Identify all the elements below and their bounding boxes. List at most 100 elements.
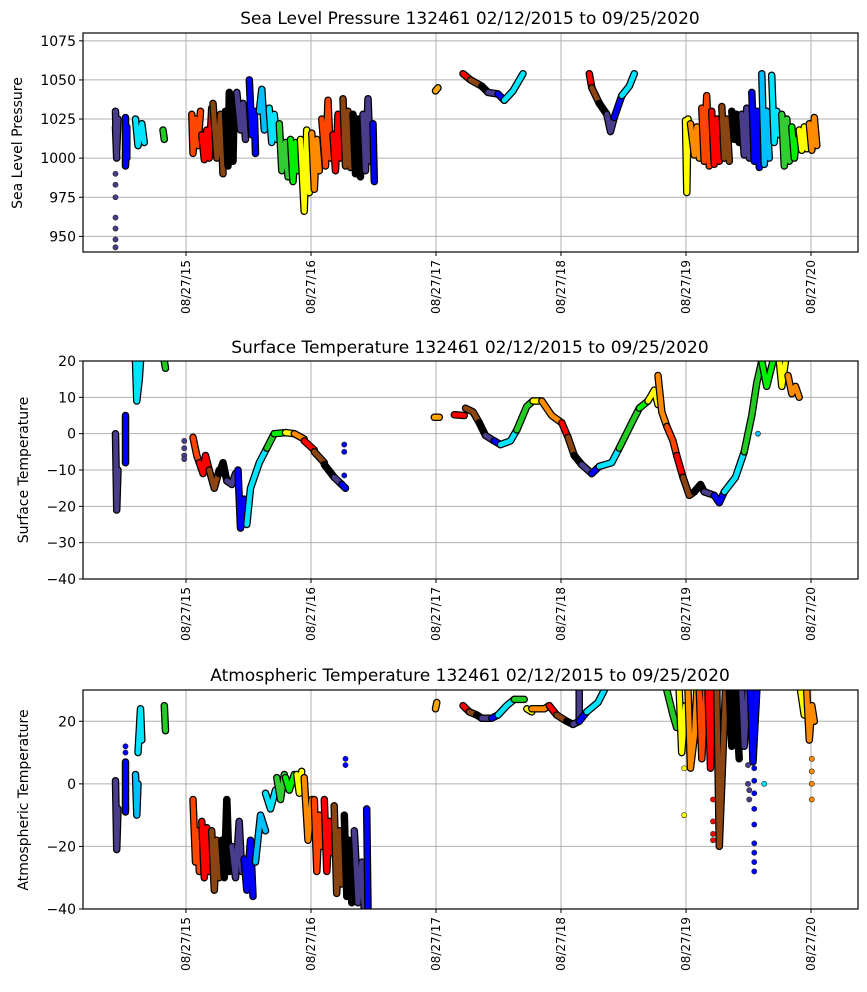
series-seg-orangered-6 xyxy=(698,91,713,170)
series-line xyxy=(246,77,258,156)
series-line xyxy=(789,124,800,161)
series-line xyxy=(674,453,686,480)
data-point xyxy=(112,214,119,221)
data-point xyxy=(112,181,119,188)
y-tick-label: 20 xyxy=(58,714,76,730)
series-line xyxy=(266,105,280,145)
x-tick-label: 08/27/16 xyxy=(304,260,318,314)
series-seg-brown-3 xyxy=(461,404,484,427)
series-line xyxy=(199,818,212,881)
series-line xyxy=(785,373,802,400)
series-seg-brown-2 xyxy=(310,448,329,467)
series-line xyxy=(311,797,325,874)
series-line xyxy=(340,96,353,170)
axes-frame xyxy=(82,689,859,910)
series-seg-limegreen-2 xyxy=(275,119,292,181)
series-line xyxy=(806,115,820,153)
x-tick-label: 08/27/15 xyxy=(179,587,193,641)
series-line xyxy=(123,115,130,169)
series-line xyxy=(113,108,121,161)
series-seg-red-2 xyxy=(320,795,336,876)
series-line xyxy=(229,818,245,881)
series-seg-green-1 xyxy=(160,361,170,373)
series-line xyxy=(655,373,670,429)
data-point xyxy=(181,438,188,444)
series-line xyxy=(664,690,680,730)
series-line xyxy=(714,690,728,849)
x-tick-label: 08/27/15 xyxy=(179,917,193,971)
series-line xyxy=(241,837,256,899)
series-line xyxy=(699,93,712,169)
data-point xyxy=(112,236,119,243)
data-point xyxy=(181,445,188,452)
series-seg-red-3 xyxy=(450,411,469,420)
data-point xyxy=(808,796,815,803)
series-seg-orangered-1 xyxy=(189,433,204,467)
data-point xyxy=(710,796,716,803)
x-tick-label: 08/27/20 xyxy=(804,587,818,641)
data-point xyxy=(745,780,751,787)
series-seg-orange-7 xyxy=(784,371,803,402)
series-seg-red-6 xyxy=(707,107,724,169)
y-axis-label: Surface Temperature xyxy=(16,397,32,543)
y-tick-label: −10 xyxy=(46,463,76,479)
series-line xyxy=(190,797,202,874)
data-point xyxy=(341,441,348,448)
series-line xyxy=(759,71,772,167)
series-seg-lime-6 xyxy=(758,361,777,391)
x-tick-label: 08/27/19 xyxy=(679,587,693,641)
series-line xyxy=(364,806,371,909)
data-point xyxy=(112,244,119,251)
series-seg-black-1 xyxy=(218,795,234,882)
series-line xyxy=(210,100,226,177)
series-seg-navy-1 xyxy=(111,776,122,854)
series-seg-cyan-5 xyxy=(595,444,623,471)
series-seg-orange-3 xyxy=(431,84,442,95)
series-seg-black-2 xyxy=(349,110,365,181)
series-line xyxy=(616,405,642,451)
series-line xyxy=(133,116,147,149)
series-line xyxy=(721,449,747,495)
series-line xyxy=(216,460,230,484)
series-seg-cyan-4 xyxy=(500,69,527,105)
series-line xyxy=(664,423,680,458)
series-line xyxy=(749,89,762,170)
series-line xyxy=(330,111,343,174)
series-line xyxy=(741,361,765,455)
data-point xyxy=(342,755,349,762)
data-point xyxy=(341,472,348,479)
data-point xyxy=(112,170,119,177)
axes-frame xyxy=(82,360,859,580)
series-seg-yellow-6 xyxy=(675,690,690,757)
series-line xyxy=(776,361,788,389)
data-point xyxy=(746,787,753,794)
series-seg-blue-6 xyxy=(710,488,729,507)
series-line xyxy=(113,778,121,853)
series-line xyxy=(498,427,520,448)
series-line xyxy=(604,111,617,135)
x-tick-label: 08/27/18 xyxy=(554,587,568,641)
series-line xyxy=(705,690,716,771)
data-point xyxy=(122,743,129,750)
data-point xyxy=(710,818,716,825)
x-tick-label: 08/27/18 xyxy=(554,917,568,971)
series-line xyxy=(331,803,345,896)
y-axis-label: Sea Level Pressure xyxy=(10,77,26,209)
y-tick-label: −40 xyxy=(46,572,76,588)
series-seg-limegreen-2 xyxy=(273,770,289,804)
series-line xyxy=(161,361,168,371)
y-tick-label: 10 xyxy=(58,390,76,406)
x-tick-label: 08/27/20 xyxy=(804,917,818,971)
series-seg-red-1 xyxy=(198,104,216,164)
series-seg-navy-5 xyxy=(603,110,618,136)
plot-area xyxy=(111,361,803,532)
series-line xyxy=(196,453,212,477)
chart-title: Surface Temperature 132461 02/12/2015 to… xyxy=(231,338,708,358)
series-line xyxy=(739,105,752,161)
series-seg-yellow-2 xyxy=(296,126,314,216)
series-seg-orangered-2 xyxy=(310,795,326,876)
data-point xyxy=(341,448,348,455)
series-seg-brown-2 xyxy=(339,94,355,172)
series-seg-orange-2 xyxy=(300,773,316,844)
y-tick-label: 0 xyxy=(67,427,76,443)
